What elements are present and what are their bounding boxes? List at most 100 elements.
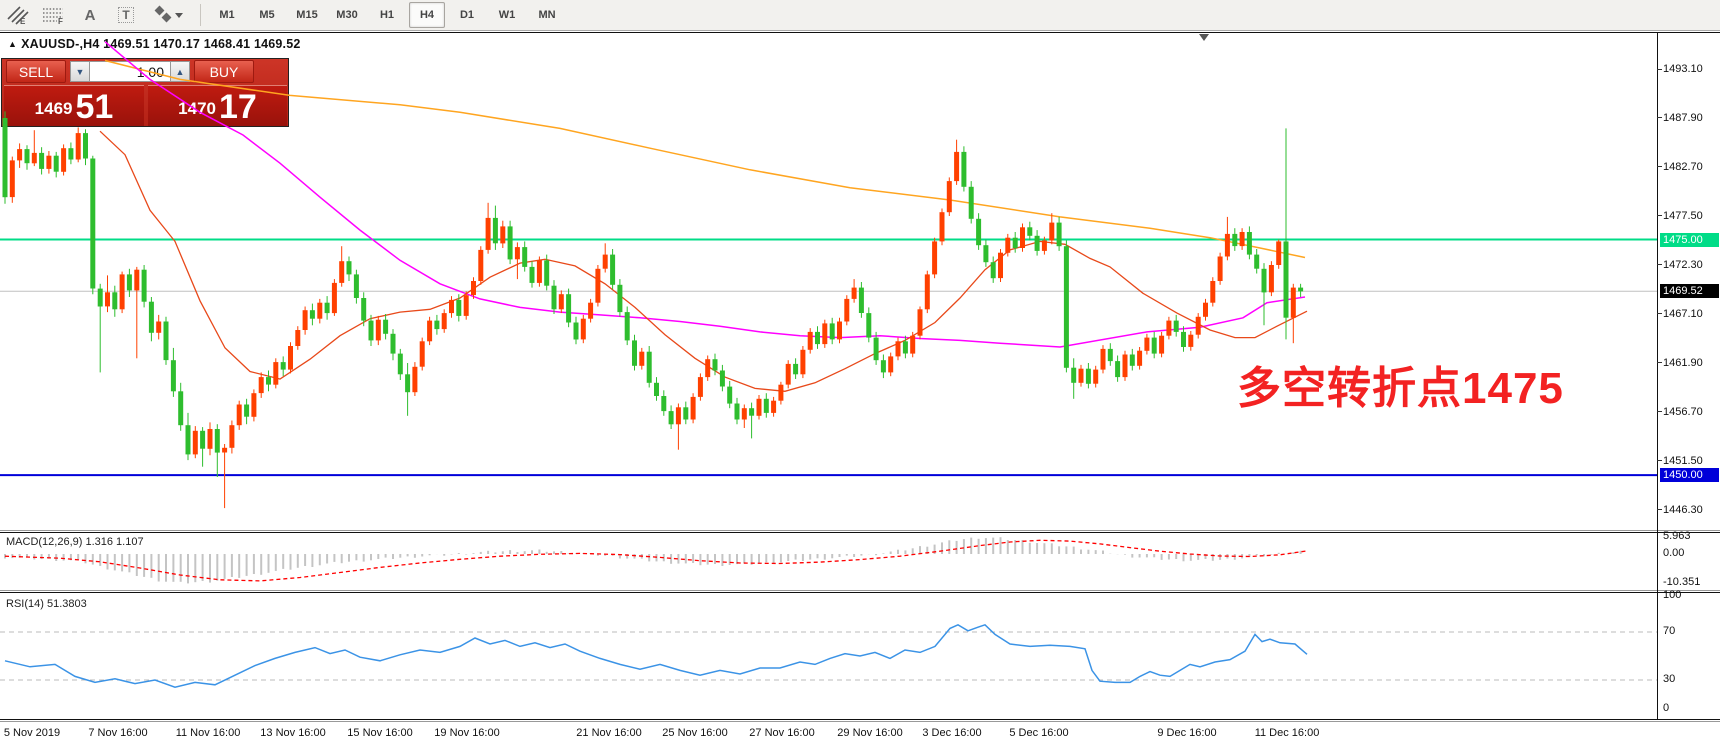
candle[interactable] (134, 269, 140, 291)
candle[interactable] (536, 260, 542, 283)
candle[interactable] (968, 186, 974, 219)
candle[interactable] (646, 351, 652, 383)
panel-separator[interactable] (0, 530, 1720, 531)
rsi-indicator-panel[interactable] (0, 593, 1657, 719)
candle[interactable] (815, 331, 820, 345)
candle[interactable] (998, 252, 1003, 279)
candle[interactable] (514, 247, 520, 260)
candle[interactable] (558, 294, 564, 310)
candle[interactable] (837, 321, 842, 340)
candle[interactable] (639, 351, 645, 366)
candle[interactable] (1203, 302, 1208, 317)
candle[interactable] (910, 335, 916, 354)
candle[interactable] (258, 377, 264, 394)
candle[interactable] (1056, 222, 1062, 247)
candle[interactable] (932, 241, 938, 275)
candle[interactable] (727, 386, 733, 404)
candle[interactable] (844, 298, 850, 322)
candle[interactable] (1195, 316, 1201, 335)
candle[interactable] (119, 274, 125, 310)
candle[interactable] (427, 320, 433, 342)
candle[interactable] (1078, 368, 1084, 383)
candle[interactable] (170, 360, 176, 392)
candle[interactable] (1027, 227, 1033, 236)
candle[interactable] (434, 320, 440, 330)
candle[interactable] (375, 319, 381, 341)
candle[interactable] (880, 360, 886, 373)
candle[interactable] (412, 366, 418, 393)
candle[interactable] (858, 287, 864, 313)
candle[interactable] (917, 309, 923, 336)
candle[interactable] (280, 362, 286, 370)
candle[interactable] (1239, 232, 1245, 247)
candle[interactable] (1166, 320, 1172, 336)
candle[interactable] (544, 260, 550, 286)
candle[interactable] (1261, 268, 1267, 293)
text-label-tool-icon[interactable]: T (111, 3, 141, 27)
sell-button[interactable]: SELL (6, 60, 66, 83)
candle[interactable] (46, 155, 52, 169)
volume-dropdown-button[interactable]: ▼ (70, 61, 90, 82)
candle[interactable] (1049, 222, 1055, 241)
candle[interactable] (822, 323, 828, 345)
candle[interactable] (617, 284, 623, 313)
candle[interactable] (588, 302, 594, 319)
candle[interactable] (302, 310, 308, 330)
candle[interactable] (610, 254, 616, 285)
candle[interactable] (222, 447, 228, 453)
candle[interactable] (148, 301, 154, 333)
candle[interactable] (1181, 331, 1186, 347)
candle[interactable] (273, 362, 279, 385)
candle[interactable] (61, 148, 67, 172)
volume-increase-button[interactable]: ▲ (170, 61, 190, 82)
candle[interactable] (1005, 237, 1011, 253)
candle[interactable] (324, 302, 330, 314)
candle[interactable] (463, 295, 469, 316)
candle[interactable] (1298, 287, 1304, 292)
candle[interactable] (1085, 368, 1091, 384)
candle[interactable] (1283, 241, 1289, 318)
candle[interactable] (507, 226, 513, 260)
timeframe-button-H4[interactable]: H4 (409, 2, 445, 28)
candle[interactable] (771, 400, 777, 413)
candle[interactable] (405, 374, 411, 393)
candle[interactable] (954, 151, 960, 182)
candle[interactable] (1173, 320, 1179, 332)
candle[interactable] (990, 262, 996, 279)
candle[interactable] (163, 321, 169, 361)
candle[interactable] (97, 288, 103, 307)
candle[interactable] (624, 312, 630, 341)
candle[interactable] (741, 408, 747, 420)
candle[interactable] (346, 261, 352, 275)
candle[interactable] (1071, 367, 1077, 383)
candle[interactable] (1276, 241, 1282, 265)
candle[interactable] (705, 359, 711, 378)
candle[interactable] (1041, 240, 1047, 251)
candle[interactable] (266, 377, 271, 385)
candle[interactable] (566, 294, 572, 323)
candle[interactable] (800, 349, 806, 375)
macd-indicator-panel[interactable] (0, 533, 1657, 590)
candle[interactable] (200, 430, 206, 449)
candle[interactable] (1246, 232, 1252, 255)
candle[interactable] (390, 333, 396, 354)
chart-shift-marker-icon[interactable] (1199, 34, 1209, 41)
candle[interactable] (229, 425, 235, 448)
candle[interactable] (331, 282, 337, 314)
candle[interactable] (83, 133, 88, 159)
candle[interactable] (829, 323, 835, 340)
candle[interactable] (551, 285, 557, 310)
candle[interactable] (961, 151, 967, 187)
candle[interactable] (251, 393, 257, 417)
candle[interactable] (654, 382, 659, 396)
candle[interactable] (178, 391, 184, 426)
candle[interactable] (295, 330, 301, 346)
candle[interactable] (1217, 256, 1223, 282)
candle[interactable] (866, 313, 872, 338)
candle[interactable] (68, 148, 74, 160)
panel-separator[interactable] (0, 592, 1720, 593)
candle[interactable] (1224, 233, 1230, 257)
candle[interactable] (478, 249, 484, 281)
candle[interactable] (668, 411, 674, 425)
candle[interactable] (75, 133, 81, 160)
